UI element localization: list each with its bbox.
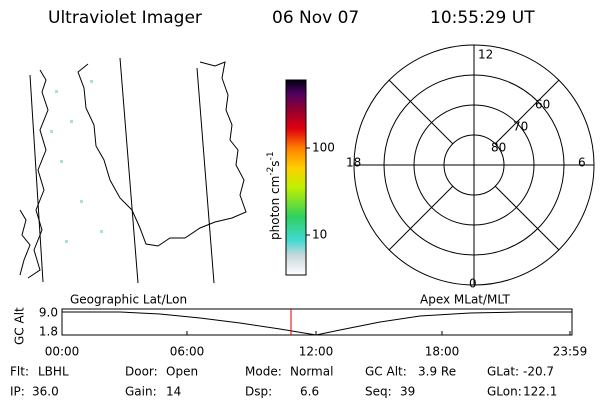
info-label: Seq: bbox=[365, 385, 392, 399]
polar-label: 12 bbox=[478, 48, 493, 62]
polar-label: 0 bbox=[469, 277, 477, 291]
timeline-x-label: 06:00 bbox=[170, 345, 205, 359]
timeline-x-label: 18:00 bbox=[425, 345, 460, 359]
info-label: Dsp: bbox=[245, 385, 272, 399]
timeline-x-label: 12:00 bbox=[299, 345, 334, 359]
colorbar bbox=[285, 79, 307, 276]
date: 06 Nov 07 bbox=[272, 8, 359, 28]
timeline-axis-label: GC Alt bbox=[13, 307, 27, 345]
timeline-title: Geographic Lat/Lon bbox=[70, 293, 187, 307]
info-value: 122.1 bbox=[523, 385, 557, 399]
colorbar-tick: 10 bbox=[312, 228, 327, 242]
colorbar-unit: photon cm-2s-1 bbox=[266, 151, 282, 240]
info-value: 6.6 bbox=[300, 385, 319, 399]
info-label: GLat: bbox=[487, 365, 519, 379]
polar-label: 18 bbox=[346, 156, 361, 170]
timeline-y-label: 9.0 bbox=[39, 306, 58, 320]
title: Ultraviolet Imager bbox=[48, 8, 202, 28]
info-value: 39 bbox=[400, 385, 415, 399]
info-value: Normal bbox=[290, 365, 333, 379]
timeline-y-label: 1.8 bbox=[39, 325, 58, 339]
altitude-curve bbox=[62, 311, 572, 336]
info-label: Flt: bbox=[10, 365, 29, 379]
polar-label: 6 bbox=[578, 156, 586, 170]
info-label: Mode: bbox=[245, 365, 282, 379]
info-label: GC Alt: bbox=[365, 365, 407, 379]
timeline-x-label: 23:59 bbox=[553, 345, 588, 359]
info-value: 36.0 bbox=[32, 385, 59, 399]
timeline-x-label: 00:00 bbox=[45, 345, 80, 359]
timeline-title: Apex MLat/MLT bbox=[420, 293, 510, 307]
map bbox=[19, 57, 247, 284]
info-value: 3.9 Re bbox=[418, 365, 456, 379]
info-label: Door: bbox=[125, 365, 158, 379]
info-value: LBHL bbox=[38, 365, 69, 379]
info-label: GLon: bbox=[487, 385, 522, 399]
info-label: Gain: bbox=[125, 385, 157, 399]
info-value: 14 bbox=[166, 385, 181, 399]
polar-grid bbox=[353, 44, 595, 286]
polar-ring-label: 60 bbox=[535, 98, 550, 112]
info-label: IP: bbox=[10, 385, 25, 399]
time: 10:55:29 UT bbox=[430, 8, 535, 28]
info-value: -20.7 bbox=[523, 365, 554, 379]
info-value: Open bbox=[166, 365, 198, 379]
colorbar-tick: 100 bbox=[312, 141, 335, 155]
polar-ring-label: 80 bbox=[491, 141, 506, 155]
polar-ring-label: 70 bbox=[513, 120, 528, 134]
